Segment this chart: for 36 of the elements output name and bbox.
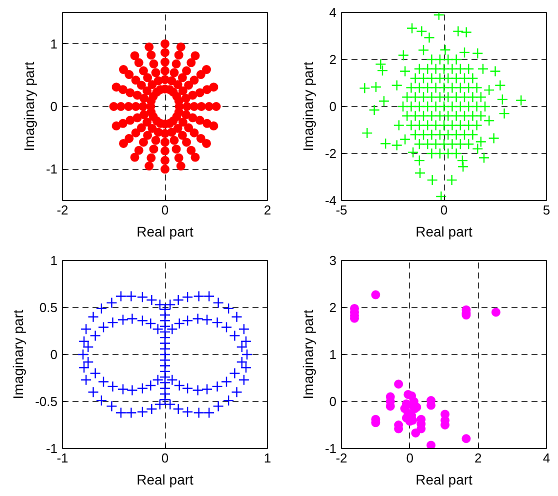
y-tick-label: 0.5: [39, 300, 58, 315]
y-tick-label: -2: [324, 146, 337, 161]
y-axis-title: Imaginary part: [300, 62, 316, 152]
y-tick-label: -0.5: [35, 394, 58, 409]
x-tick-label: 0: [161, 202, 169, 218]
x-tick-label: 4: [542, 450, 550, 466]
y-tick-label: 2: [329, 300, 337, 315]
x-tick-label: 1: [264, 450, 272, 466]
x-tick-label: 0: [161, 450, 169, 466]
y-tick-label: 0: [50, 347, 58, 362]
y-axis-title: Imaginary part: [10, 310, 26, 400]
x-axis-title: Real part: [416, 472, 473, 488]
y-tick-label: 0: [50, 99, 58, 114]
x-tick-label: 2: [474, 450, 482, 466]
x-axis-title: Real part: [136, 224, 194, 240]
y-tick-label: 1: [50, 36, 58, 52]
x-tick-label: 5: [542, 202, 550, 218]
y-tick-label: 4: [329, 5, 337, 20]
y-tick-label: 1: [329, 347, 337, 362]
y-axis-title: Imaginary part: [300, 310, 316, 400]
y-tick-label: 2: [329, 52, 337, 67]
y-tick-label: 0: [329, 394, 337, 409]
y-tick-label: 0: [329, 99, 337, 114]
x-axis-title: Real part: [136, 472, 194, 488]
x-axis-title: Real part: [416, 224, 473, 240]
x-tick-label: 0: [440, 202, 448, 218]
y-tick-label: 1: [50, 253, 58, 268]
y-axis-title: Imaginary part: [20, 62, 37, 152]
x-tick-label: 2: [264, 202, 272, 218]
y-tick-label: 3: [329, 253, 337, 268]
y-tick-label: -1: [46, 162, 58, 177]
x-tick-label: -5: [336, 202, 348, 218]
y-tick-label: -1: [46, 441, 58, 456]
x-tick-label: 0: [406, 450, 414, 466]
y-tick-label: -4: [324, 193, 337, 208]
y-tick-label: -1: [324, 441, 337, 456]
